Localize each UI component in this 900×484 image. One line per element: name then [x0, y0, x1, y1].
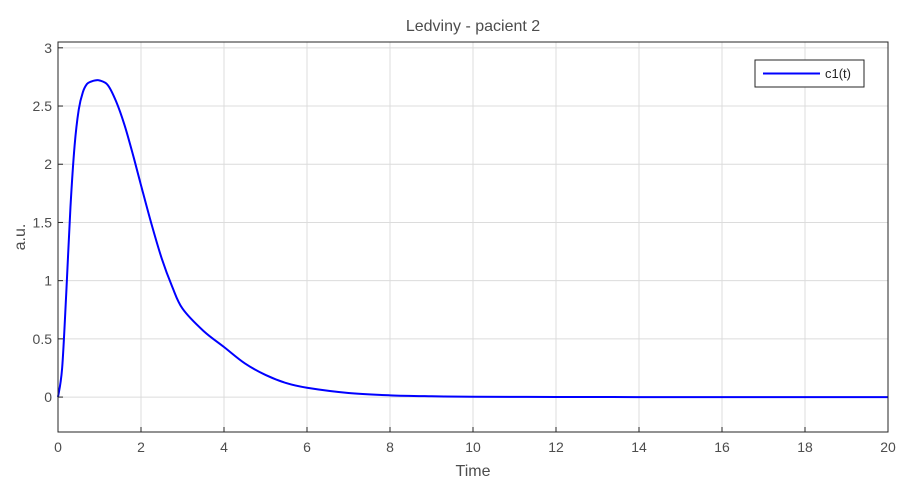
x-tick-label: 2: [137, 439, 145, 455]
chart-title: Ledviny - pacient 2: [406, 18, 540, 35]
y-tick-label: 0.5: [33, 331, 53, 347]
legend: c1(t): [754, 59, 865, 88]
legend-label: c1(t): [825, 66, 851, 81]
x-tick-label: 18: [797, 439, 813, 455]
x-tick-label: 12: [548, 439, 564, 455]
x-tick-label: 10: [465, 439, 481, 455]
series-line-c1: [57, 79, 888, 399]
x-axis-label: Time: [456, 463, 491, 480]
y-tick-label: 0: [44, 389, 52, 405]
y-tick-label: 2: [44, 156, 52, 172]
x-tick-label: 8: [386, 439, 394, 455]
x-tick-label: 4: [220, 439, 228, 455]
y-tick-label: 3: [44, 40, 52, 56]
series-layer: [57, 79, 888, 399]
x-tick-label: 20: [880, 439, 896, 455]
y-tick-label: 2.5: [33, 98, 53, 114]
x-tick-label: 14: [631, 439, 647, 455]
ticks: 0 2 4 6 8 10 12 14 16 18 20 0 0.5 1 1.5 2 2.5 3: [33, 40, 896, 455]
x-tick-label: 6: [303, 439, 311, 455]
x-tick-label: 16: [714, 439, 730, 455]
x-tick-label: 0: [54, 439, 62, 455]
y-tick-label: 1.5: [33, 214, 53, 230]
y-axis-label: a.u.: [12, 224, 29, 251]
y-tick-label: 1: [44, 273, 52, 289]
